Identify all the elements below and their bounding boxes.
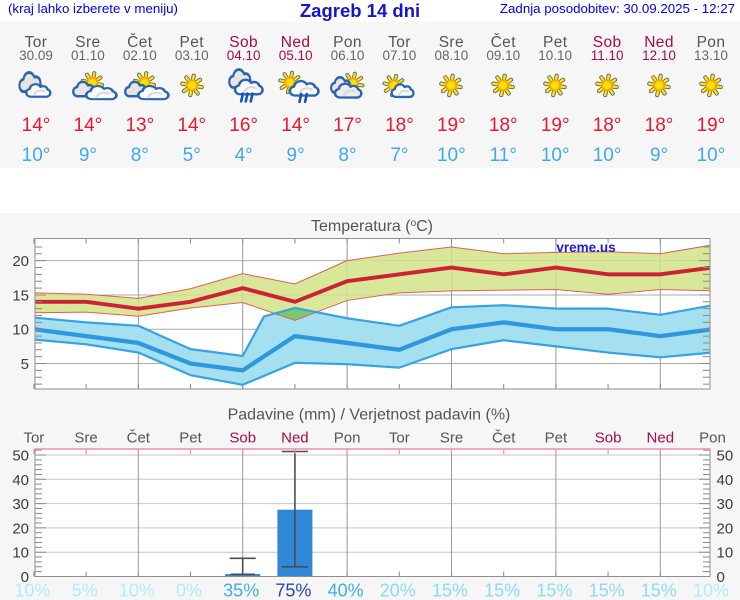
svg-text:10: 10 <box>12 322 29 339</box>
svg-text:0: 0 <box>21 569 29 586</box>
svg-text:vreme.us: vreme.us <box>556 240 615 255</box>
svg-text:75%: 75% <box>275 581 311 600</box>
svg-text:15%: 15% <box>589 581 625 600</box>
svg-text:Sre: Sre <box>74 430 97 447</box>
svg-text:40%: 40% <box>328 581 364 600</box>
svg-text:Pon: Pon <box>334 430 361 447</box>
svg-text:Padavine (mm) / Verjetnost pad: Padavine (mm) / Verjetnost padavin (%) <box>228 407 511 424</box>
svg-text:30: 30 <box>12 496 29 513</box>
svg-text:0: 0 <box>717 569 725 586</box>
svg-text:20: 20 <box>12 520 29 537</box>
svg-text:Ned: Ned <box>281 430 309 447</box>
svg-text:15%: 15% <box>641 581 677 600</box>
svg-text:30: 30 <box>717 496 734 513</box>
svg-text:Sre: Sre <box>440 430 463 447</box>
svg-text:15: 15 <box>12 287 29 304</box>
svg-text:50: 50 <box>12 448 29 465</box>
svg-text:Pon: Pon <box>699 430 726 447</box>
svg-text:Tor: Tor <box>389 430 410 447</box>
svg-text:Sob: Sob <box>229 430 256 447</box>
svg-text:50: 50 <box>717 448 734 465</box>
svg-text:Ned: Ned <box>647 430 675 447</box>
svg-text:10: 10 <box>12 545 29 562</box>
svg-text:10%: 10% <box>693 581 729 600</box>
svg-text:20: 20 <box>717 520 734 537</box>
svg-text:15%: 15% <box>484 581 520 600</box>
svg-text:Temperatura (oC): Temperatura (oC) <box>311 218 433 235</box>
svg-text:Pet: Pet <box>179 430 202 447</box>
svg-text:15%: 15% <box>432 581 468 600</box>
svg-text:35%: 35% <box>223 581 259 600</box>
svg-text:Čet: Čet <box>492 430 516 447</box>
svg-text:20: 20 <box>12 253 29 270</box>
svg-text:Čet: Čet <box>127 430 151 447</box>
svg-text:Sob: Sob <box>595 430 622 447</box>
svg-text:5: 5 <box>21 356 29 373</box>
svg-text:0%: 0% <box>176 581 202 600</box>
svg-text:20%: 20% <box>380 581 416 600</box>
svg-text:5%: 5% <box>72 581 98 600</box>
svg-text:15%: 15% <box>536 581 572 600</box>
svg-text:10%: 10% <box>119 581 155 600</box>
svg-text:40: 40 <box>12 472 29 489</box>
svg-text:40: 40 <box>717 472 734 489</box>
svg-text:Tor: Tor <box>23 430 44 447</box>
svg-text:10: 10 <box>717 545 734 562</box>
svg-text:10%: 10% <box>14 581 50 600</box>
svg-text:Pet: Pet <box>545 430 568 447</box>
